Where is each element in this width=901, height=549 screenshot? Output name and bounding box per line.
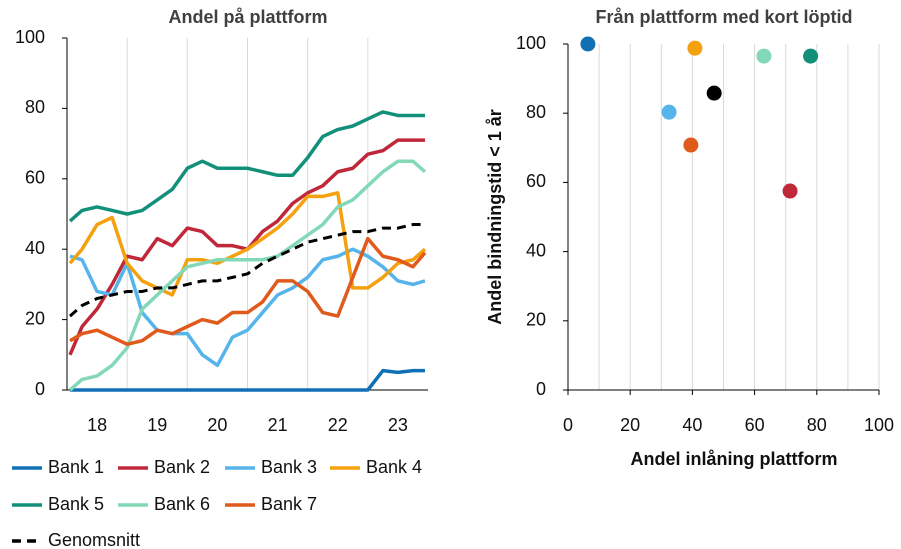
y-tick-label: 80 [25, 97, 45, 117]
y-tick-label: 100 [516, 33, 546, 53]
x-axis-label: Andel inlåning plattform [631, 449, 838, 469]
chart-title: Från plattform med kort löptid [595, 7, 852, 27]
x-tick-label: 0 [563, 415, 573, 435]
legend-label: Bank 4 [366, 457, 422, 477]
legend-label: Bank 5 [48, 494, 104, 514]
line-series [68, 110, 425, 223]
chart-title: Andel på plattform [168, 7, 327, 27]
y-axis-label: Andel bindningstid < 1 år [485, 109, 505, 325]
scatter-point [782, 183, 798, 199]
x-tick-label: 100 [864, 415, 894, 435]
y-tick-label: 20 [526, 310, 546, 330]
scatter-point [661, 104, 677, 120]
scatter-point [683, 137, 699, 153]
legend-label: Bank 6 [154, 494, 210, 514]
x-tick-label: 21 [268, 415, 288, 435]
x-tick-label: 19 [147, 415, 167, 435]
y-tick-label: 40 [25, 238, 45, 258]
x-tick-label: 80 [807, 415, 827, 435]
legend-label: Bank 3 [261, 457, 317, 477]
x-tick-label: 40 [682, 415, 702, 435]
y-tick-label: 20 [25, 308, 45, 328]
legend-label: Genomsnitt [48, 530, 140, 549]
y-tick-label: 80 [526, 102, 546, 122]
line-series [70, 368, 425, 392]
line-series [69, 223, 425, 318]
line-series [68, 191, 427, 297]
line-series [69, 236, 427, 346]
legend-label: Bank 7 [261, 494, 317, 514]
x-tick-label: 22 [328, 415, 348, 435]
line-series [68, 159, 427, 392]
x-tick-label: 20 [620, 415, 640, 435]
legend-label: Bank 2 [154, 457, 210, 477]
y-tick-label: 100 [15, 27, 45, 47]
y-tick-label: 60 [526, 171, 546, 191]
y-tick-label: 40 [526, 240, 546, 260]
legend-label: Bank 1 [48, 457, 104, 477]
scatter-point [706, 85, 722, 101]
y-tick-label: 60 [25, 168, 45, 188]
x-tick-label: 20 [207, 415, 227, 435]
scatter-point [803, 48, 819, 64]
scatter-point [580, 36, 596, 52]
y-tick-label: 0 [536, 379, 546, 399]
scatter-point [756, 48, 772, 64]
x-tick-label: 23 [388, 415, 408, 435]
y-tick-label: 0 [35, 379, 45, 399]
x-tick-label: 18 [87, 415, 107, 435]
scatter-point [687, 40, 703, 56]
x-tick-label: 60 [745, 415, 765, 435]
